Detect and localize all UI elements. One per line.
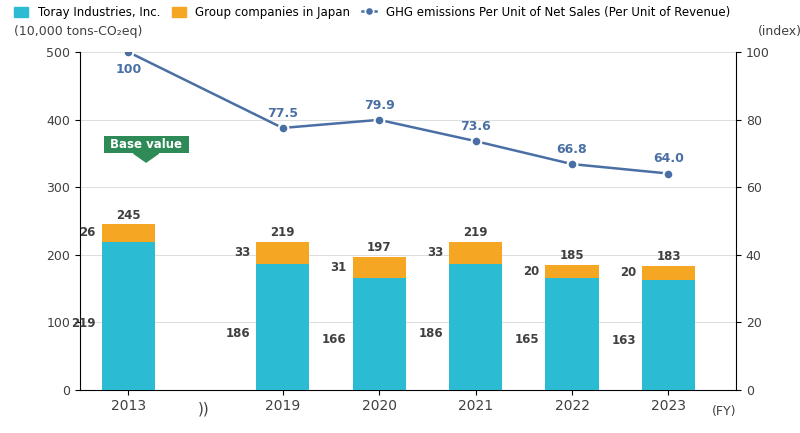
Text: 185: 185: [560, 249, 584, 262]
Text: Base value: Base value: [110, 138, 182, 151]
Text: 33: 33: [234, 246, 250, 259]
Text: (FY): (FY): [711, 404, 736, 417]
Text: 100: 100: [115, 63, 142, 76]
Text: 183: 183: [656, 250, 681, 263]
Text: 77.5: 77.5: [267, 107, 298, 120]
Bar: [256, 242, 309, 264]
Text: 163: 163: [612, 334, 636, 347]
Bar: [642, 280, 695, 390]
Text: 166: 166: [322, 333, 346, 346]
Text: 66.8: 66.8: [557, 143, 587, 156]
Text: 219: 219: [71, 317, 96, 330]
Bar: [256, 264, 309, 390]
Text: 186: 186: [226, 326, 250, 339]
Text: 33: 33: [427, 246, 443, 259]
Text: 165: 165: [515, 333, 540, 346]
Bar: [449, 242, 502, 264]
Text: (10,000 tons-CO₂eq): (10,000 tons-CO₂eq): [14, 26, 142, 39]
Text: 64.0: 64.0: [653, 152, 684, 165]
Bar: [353, 257, 406, 278]
Bar: [546, 265, 598, 278]
Bar: [546, 278, 598, 390]
Text: 79.9: 79.9: [364, 99, 394, 112]
Bar: [353, 278, 406, 390]
Text: 20: 20: [620, 266, 636, 279]
Text: 245: 245: [116, 209, 141, 222]
Bar: [449, 264, 502, 390]
Bar: [102, 242, 154, 390]
Text: 197: 197: [367, 241, 391, 254]
Text: 186: 186: [418, 326, 443, 339]
Bar: [104, 136, 189, 153]
Text: (index): (index): [758, 26, 800, 39]
Text: )): )): [198, 402, 210, 417]
Text: 31: 31: [330, 261, 346, 274]
Polygon shape: [134, 153, 158, 162]
Text: 219: 219: [463, 226, 488, 239]
Text: 219: 219: [270, 226, 295, 239]
Text: 26: 26: [79, 226, 96, 239]
Legend: Toray Industries, Inc., Group companies in Japan, GHG emissions Per Unit of Net : Toray Industries, Inc., Group companies …: [9, 1, 734, 24]
Bar: [642, 266, 695, 280]
Text: 20: 20: [523, 265, 540, 278]
Bar: [102, 224, 154, 242]
Text: 73.6: 73.6: [460, 120, 491, 133]
